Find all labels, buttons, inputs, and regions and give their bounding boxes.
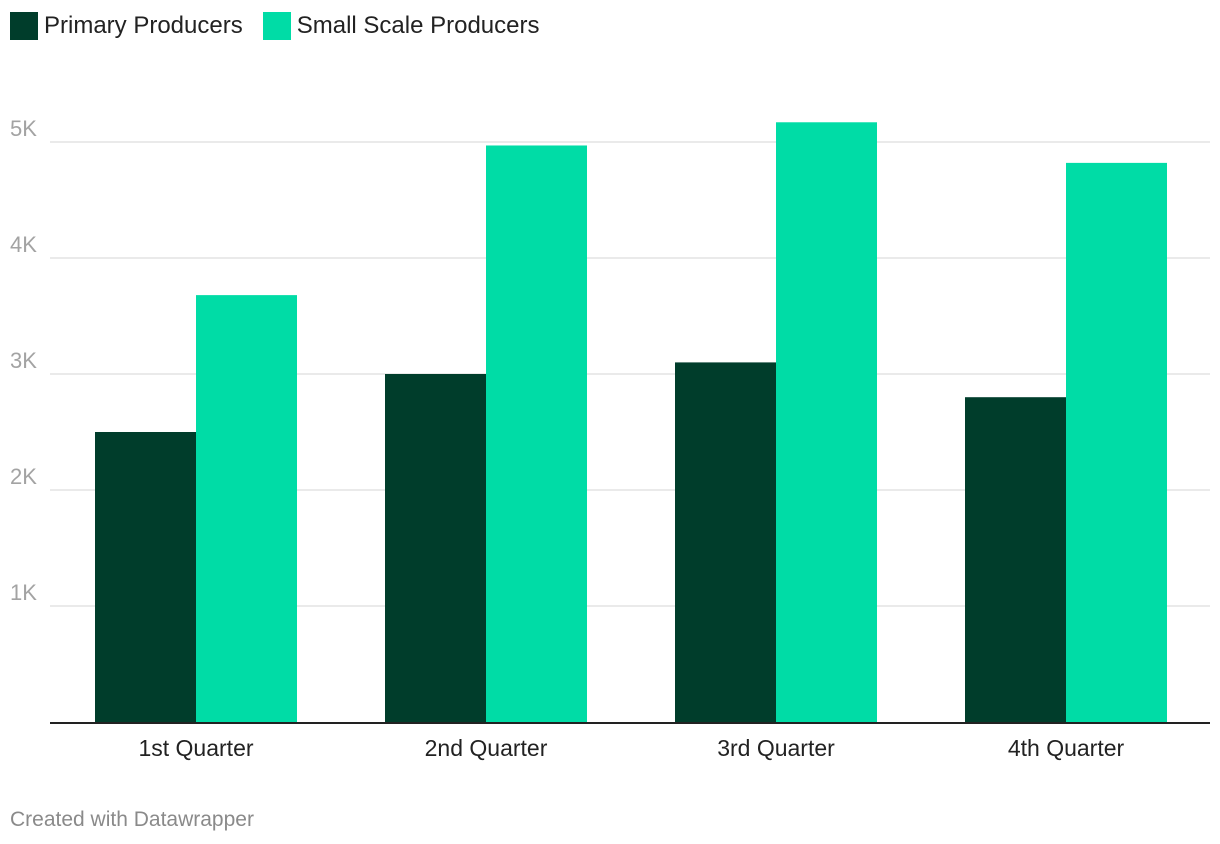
bar-primary-producers-1	[95, 432, 197, 722]
bar-primary-producers-4	[965, 397, 1067, 722]
x-tick-label: 4th Quarter	[1008, 735, 1125, 761]
bar-small-scale-producers-2	[486, 145, 587, 723]
bar-small-scale-producers-4	[1066, 162, 1167, 722]
x-tick-label: 2nd Quarter	[425, 735, 548, 761]
bar-small-scale-producers-1	[196, 295, 297, 722]
legend-swatch-small-scale-producers	[262, 12, 291, 40]
legend-label-small-scale-producers: Small Scale Producers	[296, 12, 540, 39]
legend-item-small-scale-producers: Small Scale Producers	[262, 12, 540, 40]
y-tick-label: 4K	[10, 232, 37, 257]
x-tick-label: 1st Quarter	[138, 735, 253, 761]
bar-primary-producers-3	[675, 362, 777, 722]
legend: Primary Producers Small Scale Producers	[10, 12, 559, 40]
bar-primary-producers-2	[385, 374, 487, 722]
legend-swatch-primary-producers	[10, 12, 38, 40]
y-tick-label: 5K	[10, 116, 37, 141]
bar-small-scale-producers-3	[776, 122, 877, 722]
legend-label-primary-producers: Primary Producers	[44, 12, 243, 39]
y-tick-label: 3K	[10, 348, 37, 373]
y-tick-label: 2K	[10, 464, 37, 489]
y-tick-label: 1K	[10, 580, 37, 605]
x-tick-label: 3rd Quarter	[717, 735, 835, 761]
credit-text: Created with Datawrapper	[10, 808, 254, 831]
legend-item-primary-producers: Primary Producers	[10, 12, 243, 40]
